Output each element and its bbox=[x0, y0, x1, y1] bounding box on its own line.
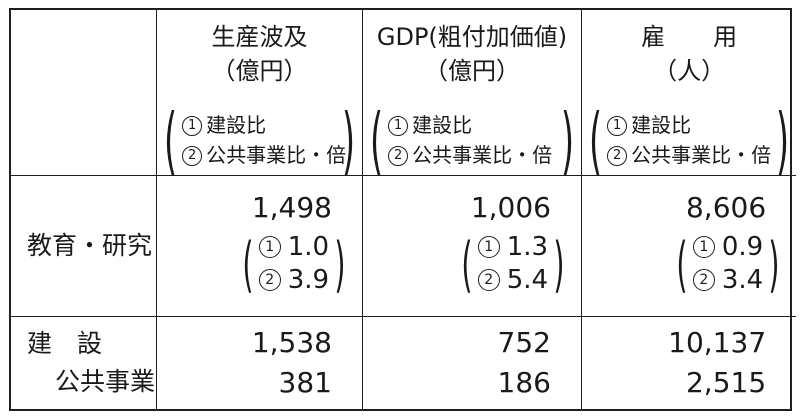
open-paren-glyph: ( bbox=[461, 228, 473, 299]
cell-construction-employment: 10,137 2,515 bbox=[582, 317, 796, 409]
ratio-publicworks: 2 3.9 bbox=[258, 265, 330, 295]
note-line-construction-ratio: 1 建設比 bbox=[607, 112, 771, 139]
open-paren-glyph: ( bbox=[676, 228, 688, 299]
col-header-production-note: ( 1 建設比 2 公共事業比・倍 ) bbox=[160, 103, 359, 176]
open-paren-glyph: ( bbox=[589, 97, 603, 183]
circled-1-icon: 1 bbox=[182, 115, 203, 136]
col-title-line1: GDP(粗付加価値) bbox=[376, 23, 568, 51]
cell-value: 8,606 bbox=[685, 191, 767, 224]
col-header-production-spillover: 生産波及 （億円） ( 1 建設比 2 公共事業比・倍 ) bbox=[157, 10, 363, 176]
col-header-employment-title: 雇 用 （人） bbox=[585, 20, 793, 88]
ratio-value: 3.4 bbox=[721, 265, 764, 295]
col-title-unit: （億円） bbox=[211, 57, 308, 85]
note-text: 公共事業比・倍 bbox=[206, 143, 347, 167]
circled-2-icon: 2 bbox=[477, 269, 500, 291]
circled-2-icon: 2 bbox=[388, 145, 409, 166]
circled-1-icon: 1 bbox=[477, 236, 500, 258]
close-paren-glyph: ) bbox=[341, 97, 355, 183]
ratio-group: ( 1 1.3 2 5.4 ) bbox=[458, 232, 568, 295]
construction-value: 752 bbox=[497, 326, 551, 359]
construction-value: 1,538 bbox=[251, 326, 332, 359]
stub-cell bbox=[11, 10, 157, 176]
cell-construction-gdp: 752 186 bbox=[363, 317, 582, 409]
ratio-publicworks: 2 3.4 bbox=[692, 265, 764, 295]
circled-1-icon: 1 bbox=[607, 115, 628, 136]
note-line-publicworks-ratio: 2 公共事業比・倍 bbox=[607, 142, 771, 169]
cell-value: 1,006 bbox=[470, 191, 551, 224]
ratio-publicworks: 2 5.4 bbox=[477, 265, 549, 295]
cell-value: 1,498 bbox=[251, 191, 332, 224]
circled-2-icon: 2 bbox=[182, 145, 203, 166]
col-header-gdp-note: ( 1 建設比 2 公共事業比・倍 ) bbox=[366, 103, 578, 176]
row-label-education-research: 教育・研究 bbox=[11, 176, 157, 317]
col-header-employment-note: ( 1 建設比 2 公共事業比・倍 ) bbox=[585, 103, 793, 176]
open-paren-glyph: ( bbox=[164, 97, 178, 183]
ratio-value: 1.3 bbox=[506, 232, 549, 262]
col-header-production-title: 生産波及 （億円） bbox=[160, 20, 359, 88]
col-title-line1: 生産波及 bbox=[211, 23, 308, 51]
construction-value: 10,137 bbox=[668, 326, 767, 359]
close-paren-glyph: ) bbox=[776, 97, 790, 183]
ratio-value: 1.0 bbox=[287, 232, 330, 262]
ratio-construction: 1 1.0 bbox=[258, 232, 330, 262]
cell-education-production: 1,498 ( 1 1.0 2 3.9 ) bbox=[157, 176, 363, 317]
row-label-text: 教育・研究 bbox=[27, 231, 153, 260]
col-header-gdp: GDP(粗付加価値) （億円） ( 1 建設比 2 公共事業比・倍 ) bbox=[363, 10, 582, 176]
ratio-construction: 1 0.9 bbox=[692, 232, 764, 262]
note-line-construction-ratio: 1 建設比 bbox=[182, 112, 337, 139]
note-text: 建設比 bbox=[206, 113, 267, 137]
publicworks-value: 186 bbox=[497, 366, 551, 399]
ratio-value: 0.9 bbox=[721, 232, 764, 262]
close-paren-glyph: ) bbox=[334, 228, 346, 299]
row-label-construction: 建 設 bbox=[27, 329, 103, 358]
circled-2-icon: 2 bbox=[607, 145, 628, 166]
note-text: 公共事業比・倍 bbox=[412, 143, 553, 167]
ratio-value: 3.9 bbox=[287, 265, 330, 295]
circled-1-icon: 1 bbox=[258, 236, 281, 258]
col-header-gdp-title: GDP(粗付加価値) （億円） bbox=[366, 20, 578, 88]
close-paren-glyph: ) bbox=[560, 97, 574, 183]
publicworks-value: 381 bbox=[278, 366, 332, 399]
col-title-unit: （億円） bbox=[424, 57, 520, 85]
cell-education-employment: 8,606 ( 1 0.9 2 3.4 ) bbox=[582, 176, 797, 317]
circled-1-icon: 1 bbox=[692, 236, 715, 258]
note-text: 建設比 bbox=[631, 113, 692, 137]
cell-construction-production: 1,538 381 bbox=[157, 317, 363, 409]
note-text: 建設比 bbox=[412, 113, 473, 137]
publicworks-value: 2,515 bbox=[685, 366, 767, 399]
col-header-employment: 雇 用 （人） ( 1 建設比 2 公共事業比・倍 ) bbox=[582, 10, 797, 176]
economic-effects-table: 生産波及 （億円） ( 1 建設比 2 公共事業比・倍 ) GDP(粗付加価値)… bbox=[9, 8, 797, 411]
row-label-publicworks: 公共事業 bbox=[55, 367, 156, 396]
open-paren-glyph: ( bbox=[242, 228, 254, 299]
close-paren-glyph: ) bbox=[768, 228, 780, 299]
ratio-value: 5.4 bbox=[506, 265, 549, 295]
ratio-construction: 1 1.3 bbox=[477, 232, 549, 262]
circled-2-icon: 2 bbox=[692, 269, 715, 291]
note-text: 公共事業比・倍 bbox=[631, 143, 772, 167]
cell-education-gdp: 1,006 ( 1 1.3 2 5.4 ) bbox=[363, 176, 582, 317]
circled-1-icon: 1 bbox=[388, 115, 409, 136]
note-line-construction-ratio: 1 建設比 bbox=[388, 112, 556, 139]
note-line-publicworks-ratio: 2 公共事業比・倍 bbox=[388, 142, 556, 169]
col-title-line1: 雇 用 bbox=[641, 23, 738, 51]
ratio-group: ( 1 0.9 2 3.4 ) bbox=[673, 232, 783, 295]
circled-2-icon: 2 bbox=[258, 269, 281, 291]
note-line-publicworks-ratio: 2 公共事業比・倍 bbox=[182, 142, 346, 169]
open-paren-glyph: ( bbox=[370, 97, 384, 183]
col-title-unit: （人） bbox=[653, 57, 726, 85]
row-label-construction-publicworks: 建 設 公共事業 bbox=[11, 317, 157, 409]
ratio-group: ( 1 1.0 2 3.9 ) bbox=[239, 232, 349, 295]
close-paren-glyph: ) bbox=[553, 228, 565, 299]
